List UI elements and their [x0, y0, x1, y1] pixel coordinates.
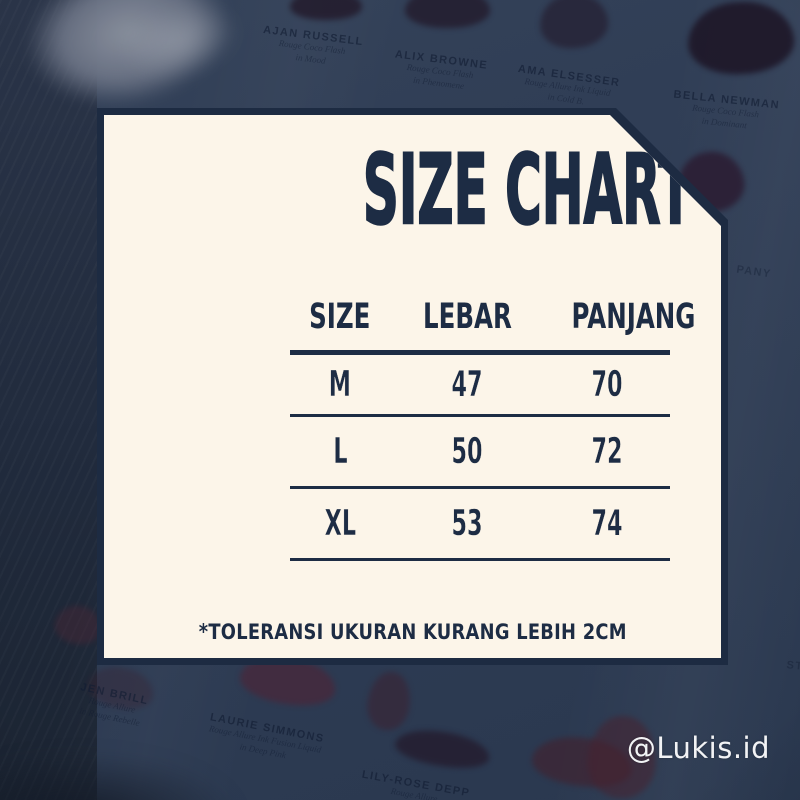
- header-panjang: PANJANG: [571, 296, 696, 337]
- card-surface: SIZE CHART T-SHIRT SIZE LEBAR PANJANG M …: [104, 115, 721, 658]
- lip-print: [405, 0, 490, 28]
- table-row: M 47 70: [290, 355, 670, 417]
- poster-caption: LAURIE SIMMONS Rouge Allure Ink Fusion L…: [208, 711, 326, 760]
- dark-fabric-strip: [0, 0, 97, 800]
- dark-floor-corner: [0, 752, 240, 800]
- poster-caption: LILY-ROSE DEPP Rouge Allure: [360, 768, 472, 800]
- table-row: XL 53 74: [290, 489, 670, 561]
- cell-size: XL: [324, 503, 356, 544]
- cell-lebar: 50: [451, 431, 484, 472]
- poster-caption-partial: ST: [785, 659, 800, 673]
- poster-caption: ALIX BROWNE Rouge Coco Flash in Phenomen…: [394, 48, 489, 91]
- header-lebar: LEBAR: [423, 296, 512, 337]
- size-chart-card: SIZE CHART T-SHIRT SIZE LEBAR PANJANG M …: [97, 108, 728, 665]
- cell-size: L: [332, 431, 348, 472]
- lip-print: [290, 0, 362, 20]
- size-table: SIZE LEBAR PANJANG M 47 70 L 50 72 XL 53: [290, 283, 696, 561]
- poster-caption: AMA ELSESSER Rouge Allure Ink Liquid in …: [517, 62, 622, 107]
- cell-panjang: 72: [591, 431, 624, 472]
- cell-size: M: [328, 364, 352, 405]
- tolerance-note: *TOLERANSI UKURAN KURANG LEBIH 2CM: [198, 620, 627, 644]
- poster-caption: BELLA NEWMAN Rouge Coco Flash in Dominan…: [672, 88, 781, 130]
- table-header-row: SIZE LEBAR PANJANG: [290, 283, 696, 355]
- cell-lebar: 53: [451, 503, 484, 544]
- lip-print: [392, 724, 493, 774]
- cell-panjang: 70: [591, 364, 624, 405]
- table-row: L 50 72: [290, 417, 670, 489]
- cell-panjang: 74: [591, 503, 624, 544]
- poster-caption: AJAN RUSSELL Rouge Coco Flash in Mood: [262, 23, 365, 66]
- poster-caption-partial: PANY: [735, 263, 773, 281]
- lip-print: [537, 0, 611, 51]
- header-size: SIZE: [309, 296, 371, 337]
- watermark-handle: @Lukis.id: [626, 731, 770, 765]
- lip-print: [364, 669, 414, 733]
- cell-lebar: 47: [451, 364, 484, 405]
- page-title: SIZE CHART T-SHIRT: [362, 134, 794, 246]
- lip-print: [686, 0, 796, 77]
